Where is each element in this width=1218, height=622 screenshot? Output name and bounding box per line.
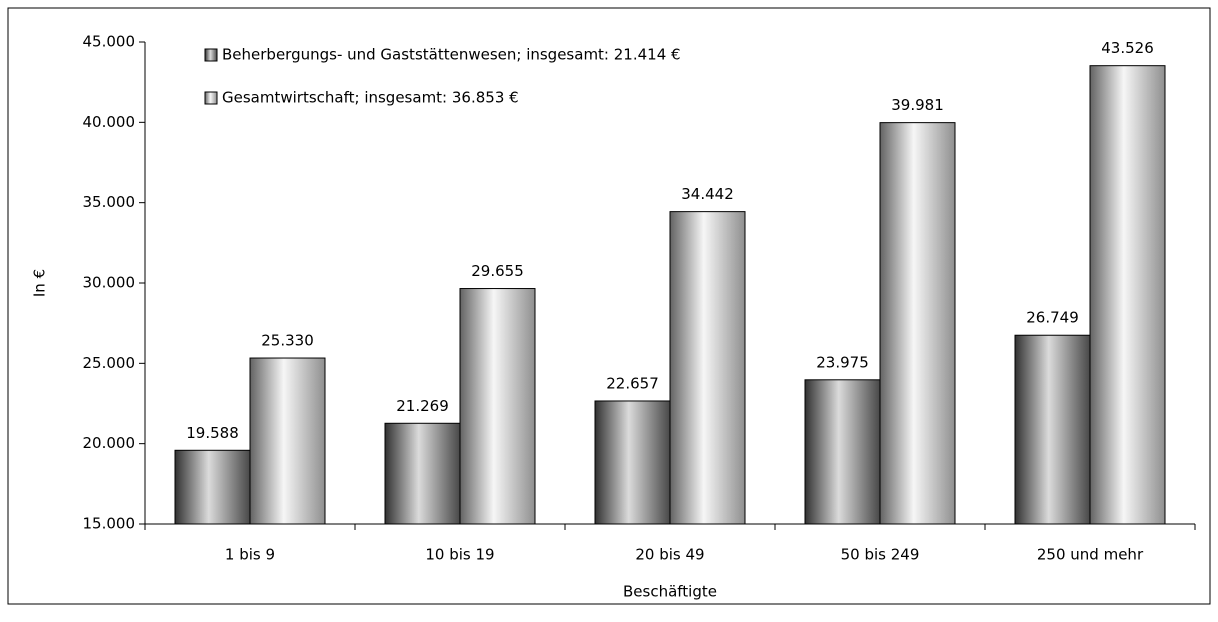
bar: [1014, 334, 1091, 525]
x-tick-label: 20 bis 49: [635, 546, 704, 564]
x-tick-label: 10 bis 19: [425, 546, 494, 564]
x-tick-label: 250 und mehr: [1037, 546, 1144, 564]
data-label: 22.657: [606, 374, 659, 392]
y-tick-label: 25.000: [83, 354, 136, 372]
y-axis-title: In €: [31, 269, 49, 297]
legend-swatch: [204, 91, 218, 105]
data-label: 19.588: [186, 424, 239, 442]
y-tick-label: 35.000: [83, 193, 136, 211]
data-label: 39.981: [891, 96, 944, 114]
bar: [804, 379, 881, 525]
bar: [249, 357, 326, 525]
data-label: 29.655: [471, 262, 524, 280]
data-label: 34.442: [681, 185, 734, 203]
bar: [459, 288, 536, 525]
bar: [384, 422, 461, 525]
legend-label: Gesamtwirtschaft; insgesamt: 36.853 €: [222, 89, 519, 107]
bar: [174, 449, 251, 525]
x-tick-label: 1 bis 9: [225, 546, 275, 564]
y-tick-label: 30.000: [83, 274, 136, 292]
y-tick-label: 40.000: [83, 113, 136, 131]
legend-swatch: [204, 48, 218, 62]
y-tick-label: 20.000: [83, 434, 136, 452]
data-label: 43.526: [1101, 39, 1154, 57]
x-axis-title: Beschäftigte: [623, 583, 717, 601]
legend-label: Beherbergungs- und Gaststättenwesen; ins…: [222, 46, 681, 64]
data-label: 23.975: [816, 353, 869, 371]
y-tick-label: 45.000: [83, 33, 136, 51]
bar: [594, 400, 671, 525]
bar: [1089, 65, 1166, 525]
bar: [879, 122, 956, 525]
bar: [669, 211, 746, 525]
data-label: 25.330: [261, 332, 314, 350]
x-tick-label: 50 bis 249: [841, 546, 920, 564]
data-label: 26.749: [1026, 309, 1079, 327]
data-label: 21.269: [396, 397, 449, 415]
y-tick-label: 15.000: [83, 515, 136, 533]
